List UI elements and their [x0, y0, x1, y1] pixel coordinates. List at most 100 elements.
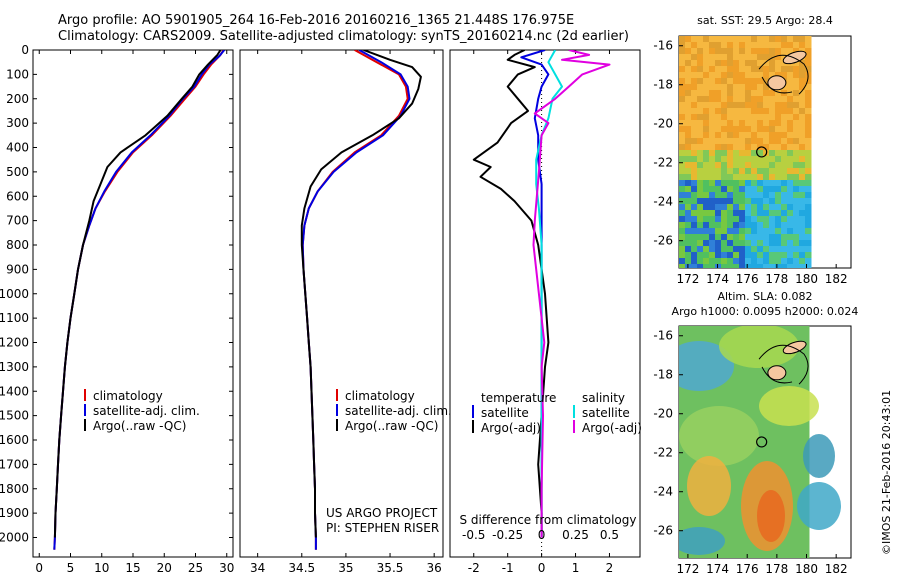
y-tick-label: 1500	[0, 409, 29, 423]
sst-cell	[679, 264, 686, 268]
sst-cell	[715, 84, 722, 91]
x-tick-label: 2	[606, 561, 614, 575]
sst-cell	[679, 90, 686, 97]
map-title: sat. SST: 29.5 Argo: 28.4	[697, 14, 833, 27]
sst-cell	[739, 204, 746, 211]
sst-cell	[685, 72, 692, 79]
sst-cell	[769, 168, 776, 175]
sst-cell	[781, 114, 788, 121]
sst-cell	[763, 108, 770, 115]
sst-cell	[805, 192, 812, 199]
sst-cell	[757, 198, 764, 205]
sst-cell	[679, 114, 686, 121]
sst-cell	[745, 138, 752, 145]
sst-cell	[775, 186, 782, 193]
sst-cell	[691, 252, 698, 259]
sst-cell	[715, 66, 722, 73]
sst-cell	[787, 234, 794, 241]
sst-cell	[727, 240, 734, 247]
sst-cell	[799, 120, 806, 127]
sst-cell	[757, 102, 764, 109]
sst-cell	[775, 216, 782, 223]
sst-cell	[769, 150, 776, 157]
sst-cell	[751, 96, 758, 103]
sst-cell	[775, 114, 782, 121]
sst-cell	[793, 246, 800, 253]
sst-cell	[775, 252, 782, 259]
sst-cell	[769, 210, 776, 217]
sst-cell	[685, 204, 692, 211]
sst-cell	[733, 252, 740, 259]
sst-cell	[781, 66, 788, 73]
sla-anomaly-blob	[797, 482, 841, 530]
sst-cell	[781, 222, 788, 229]
sst-cell	[691, 150, 698, 157]
sst-cell	[691, 162, 698, 169]
sst-cell	[781, 246, 788, 253]
sst-cell	[805, 102, 812, 109]
sst-cell	[685, 186, 692, 193]
sst-cell	[685, 42, 692, 49]
sst-cell	[727, 42, 734, 49]
sst-cell	[715, 114, 722, 121]
sst-cell	[733, 216, 740, 223]
s-tick-label: 0.5	[600, 528, 619, 542]
sst-cell	[739, 210, 746, 217]
sst-cell	[799, 114, 806, 121]
sst-cell	[757, 54, 764, 61]
sst-cell	[679, 186, 686, 193]
sst-cell	[775, 210, 782, 217]
sst-cell	[757, 180, 764, 187]
sst-cell	[763, 210, 770, 217]
sst-cell	[769, 252, 776, 259]
sst-cell	[685, 48, 692, 55]
y-tick-label: 1000	[0, 287, 29, 301]
sst-cell	[799, 42, 806, 49]
sst-cell	[805, 252, 812, 259]
sst-cell	[697, 138, 704, 145]
sst-cell	[739, 126, 746, 133]
sst-cell	[751, 144, 758, 151]
sst-cell	[793, 144, 800, 151]
sst-cell	[787, 264, 794, 268]
legend-entry: Argo(-adj)	[582, 421, 642, 435]
sst-cell	[805, 54, 812, 61]
sst-cell	[787, 180, 794, 187]
sst-cell	[745, 228, 752, 235]
legend-entry: climatology	[345, 389, 415, 403]
sst-cell	[709, 144, 716, 151]
sst-cell	[727, 126, 734, 133]
sst-cell	[769, 192, 776, 199]
sst-cell	[685, 144, 692, 151]
sst-cell	[739, 228, 746, 235]
sst-cell	[799, 108, 806, 115]
sst-cell	[769, 228, 776, 235]
s-tick-label: 0	[538, 528, 546, 542]
sst-cell	[763, 252, 770, 259]
sst-cell	[799, 96, 806, 103]
sst-cell	[715, 138, 722, 145]
sst-cell	[733, 150, 740, 157]
sst-cell	[679, 78, 686, 85]
sst-cell	[751, 54, 758, 61]
sst-cell	[727, 120, 734, 127]
sst-cell	[793, 96, 800, 103]
sst-cell	[691, 102, 698, 109]
sst-cell	[775, 126, 782, 133]
sst-cell	[799, 186, 806, 193]
sst-cell	[757, 120, 764, 127]
sst-cell	[739, 246, 746, 253]
reef-outline	[761, 76, 793, 94]
sst-cell	[793, 264, 800, 268]
sst-cell	[685, 96, 692, 103]
x-tick-label: 174	[706, 272, 729, 286]
sst-cell	[739, 78, 746, 85]
y-tick-label: -20	[653, 117, 673, 131]
sst-cell	[793, 216, 800, 223]
sst-cell	[763, 120, 770, 127]
sst-cell	[721, 36, 728, 43]
sst-cell	[781, 174, 788, 181]
sst-cell	[763, 72, 770, 79]
sst-cell	[703, 204, 710, 211]
sst-cell	[805, 36, 812, 43]
